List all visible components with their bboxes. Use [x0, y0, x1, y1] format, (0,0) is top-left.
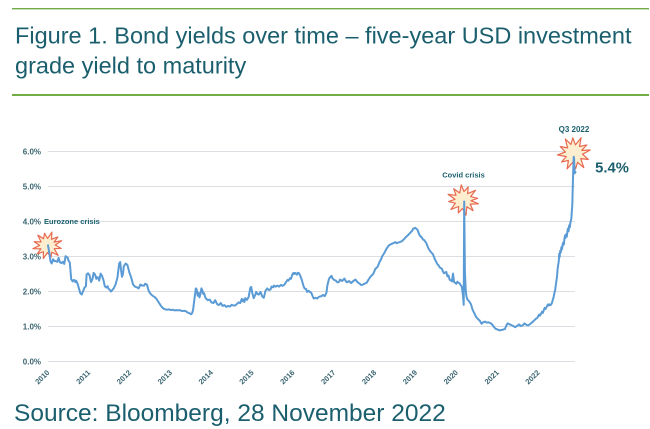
svg-text:Source: Bloomberg, 28 November: Source: Bloomberg, 28 November 2022	[14, 400, 446, 427]
svg-text:5.4%: 5.4%	[595, 161, 629, 177]
svg-text:2.0%: 2.0%	[23, 287, 41, 296]
svg-text:6.0%: 6.0%	[23, 147, 41, 156]
svg-text:Covid crisis: Covid crisis	[442, 171, 485, 180]
svg-text:Q3 2022: Q3 2022	[559, 125, 590, 134]
svg-text:Eurozone crisis: Eurozone crisis	[44, 217, 100, 226]
svg-text:grade yield to maturity: grade yield to maturity	[15, 53, 246, 79]
svg-text:1.0%: 1.0%	[23, 322, 41, 331]
svg-text:0.0%: 0.0%	[23, 357, 41, 366]
svg-text:3.0%: 3.0%	[23, 252, 41, 261]
svg-text:4.0%: 4.0%	[23, 217, 41, 226]
svg-text:Figure 1. Bond yields over tim: Figure 1. Bond yields over time – five-y…	[15, 23, 632, 49]
svg-text:5.0%: 5.0%	[23, 182, 41, 191]
